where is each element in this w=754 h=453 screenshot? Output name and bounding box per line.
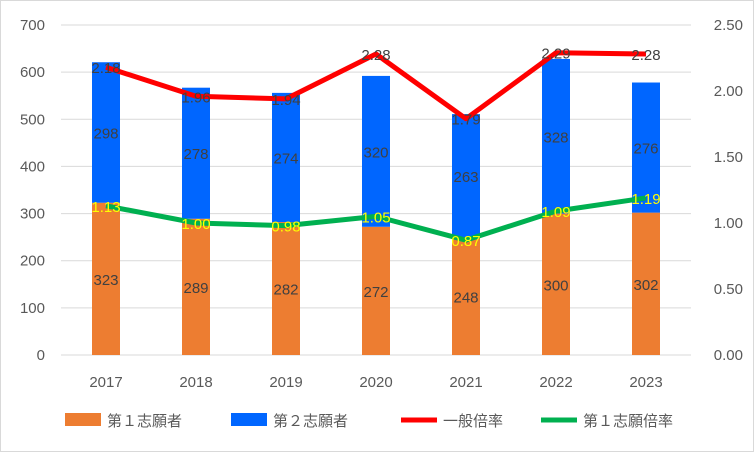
left-tick-label: 700 <box>20 17 45 34</box>
bar-first-choice <box>92 202 120 355</box>
line-label: 1.79 <box>451 112 480 129</box>
right-tick-label: 0.00 <box>714 347 743 364</box>
line-label: 1.13 <box>91 199 120 216</box>
bar-label: 282 <box>273 282 298 299</box>
right-tick-label: 1.50 <box>714 149 743 166</box>
line-label: 0.98 <box>271 219 300 236</box>
line-label: 1.96 <box>181 89 210 106</box>
x-tick-label: 2019 <box>269 374 302 391</box>
bar-second-choice <box>362 75 390 227</box>
line-label: 1.05 <box>361 209 390 226</box>
legend-label: 第２志願者 <box>273 412 348 430</box>
right-tick-label: 2.00 <box>714 83 743 100</box>
left-tick-label: 400 <box>20 158 45 175</box>
bar-label: 248 <box>453 290 478 307</box>
legend-label: 一般倍率 <box>443 413 503 430</box>
bar-second-choice <box>182 87 210 219</box>
left-tick-label: 100 <box>20 300 45 317</box>
x-tick-label: 2020 <box>359 374 392 391</box>
bar-second-choice <box>632 82 660 213</box>
legend-swatch <box>65 413 101 426</box>
bar-first-choice <box>452 238 480 355</box>
bar-label: 300 <box>543 277 568 294</box>
bar-first-choice <box>272 222 300 355</box>
line-label: 2.29 <box>541 46 570 63</box>
line-series <box>105 50 647 122</box>
line-label: 1.00 <box>181 216 210 233</box>
bar-first-choice <box>542 213 570 355</box>
line-label: 2.28 <box>631 47 660 64</box>
legend-swatch <box>231 413 267 426</box>
legend-label: 第１志願倍率 <box>583 412 673 430</box>
bar-second-choice <box>92 62 120 203</box>
bar-label: 328 <box>543 129 568 146</box>
line-label: 0.87 <box>451 233 480 250</box>
bar-second-choice <box>542 58 570 214</box>
right-tick-label: 2.50 <box>714 17 743 34</box>
bar-label: 289 <box>183 280 208 297</box>
bar-first-choice <box>632 212 660 355</box>
bar-label: 320 <box>363 144 388 161</box>
bar-second-choice <box>452 114 480 239</box>
bar-label: 323 <box>93 272 118 289</box>
line-label: 2.18 <box>91 60 120 77</box>
bar-first-choice <box>182 218 210 355</box>
line-label: 2.28 <box>361 47 390 64</box>
left-tick-label: 200 <box>20 253 45 270</box>
line-label: 1.19 <box>631 191 660 208</box>
x-tick-label: 2021 <box>449 374 482 391</box>
left-tick-label: 600 <box>20 64 45 81</box>
left-tick-label: 0 <box>37 347 45 364</box>
line-label: 1.09 <box>541 204 570 221</box>
left-tick-label: 500 <box>20 111 45 128</box>
bar-label: 298 <box>93 125 118 142</box>
x-tick-label: 2022 <box>539 374 572 391</box>
bar-label: 276 <box>633 141 658 158</box>
x-tick-label: 2017 <box>89 374 122 391</box>
x-tick-label: 2023 <box>629 374 662 391</box>
bar-label: 302 <box>633 277 658 294</box>
line-series <box>105 195 647 243</box>
bar-label: 263 <box>453 169 478 186</box>
bar-second-choice <box>272 92 300 223</box>
x-tick-label: 2018 <box>179 374 212 391</box>
bar-label: 272 <box>363 284 388 301</box>
line-label: 1.94 <box>271 92 300 109</box>
bar-label: 278 <box>183 146 208 163</box>
left-tick-label: 300 <box>20 206 45 223</box>
bar-first-choice <box>362 226 390 355</box>
right-tick-label: 0.50 <box>714 281 743 298</box>
bar-label: 274 <box>273 150 298 167</box>
legend-label: 第１志願者 <box>107 412 182 430</box>
right-tick-label: 1.00 <box>714 215 743 232</box>
